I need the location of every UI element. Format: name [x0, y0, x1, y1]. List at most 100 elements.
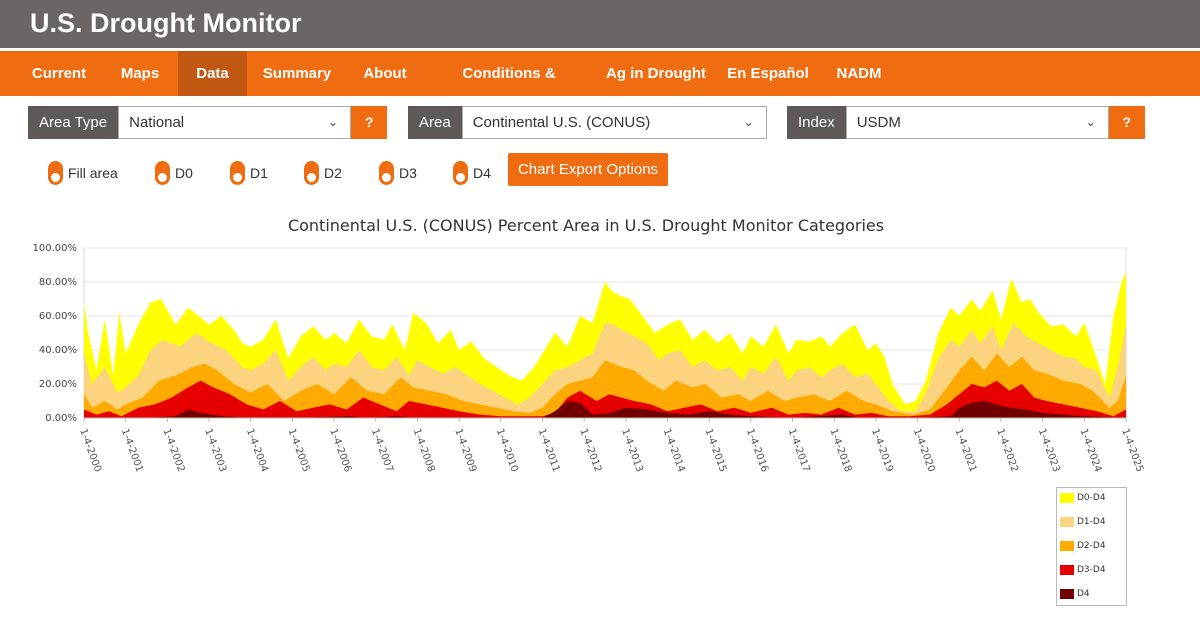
nav-conditions-outlooks[interactable]: Conditions & Outlooks: [462, 65, 556, 127]
drought-area-chart: 0.00% 20.00% 40.00% 60.00% 80.00% 100.00% 1-4-…: [33, 243, 1146, 474]
x-tick-label: 1-4-2005: [286, 427, 312, 473]
area-selector: Area Continental U.S. (CONUS) ⌄: [408, 106, 767, 139]
chevron-down-icon: ⌄: [1085, 115, 1096, 129]
legend-item-d2-d4[interactable]: D2-D4: [1060, 540, 1106, 552]
x-tick-label: 1-4-2014: [661, 427, 687, 473]
index-label: Index: [787, 106, 846, 139]
legend-label: D2-D4: [1077, 541, 1106, 551]
x-tick-label: 1-4-2003: [202, 427, 228, 473]
nav-current[interactable]: Current: [31, 65, 87, 82]
legend-label: D0-D4: [1077, 493, 1106, 503]
x-tick-label: 1-4-2017: [786, 427, 812, 473]
chevron-down-icon: ⌄: [328, 115, 339, 129]
x-tick-label: 1-4-2009: [452, 427, 478, 473]
y-tick-label: 20.00%: [39, 379, 77, 390]
toggle-switch-icon: [453, 161, 468, 185]
toggle-label: D0: [175, 165, 193, 181]
x-tick-label: 1-4-2016: [744, 427, 770, 473]
legend-swatch: [1060, 565, 1074, 575]
area-series-d3-d4: [84, 380, 1126, 418]
area-type-selector: Area Type National ⌄ ?: [28, 106, 388, 139]
x-tick-label: 1-4-2000: [77, 427, 103, 473]
chart-legend: D0-D4 D1-D4 D2-D4 D3-D4 D4: [1056, 487, 1127, 606]
app-title: U.S. Drought Monitor: [30, 8, 302, 38]
x-tick-label: 1-4-2025: [1119, 427, 1145, 473]
toggle-d0[interactable]: D0: [155, 161, 193, 185]
legend-label: D3-D4: [1077, 565, 1106, 575]
toggle-label: D1: [250, 165, 268, 181]
x-tick-label: 1-4-2011: [536, 427, 562, 473]
y-tick-label: 80.00%: [39, 277, 77, 288]
nav-summary[interactable]: Summary: [262, 65, 332, 82]
legend-label: D1-D4: [1077, 517, 1106, 527]
legend-item-d0-d4[interactable]: D0-D4: [1060, 492, 1106, 504]
x-tick-label: 1-4-2006: [327, 427, 353, 473]
x-tick-label: 1-4-2013: [619, 427, 645, 473]
toggle-d1[interactable]: D1: [230, 161, 268, 185]
x-tick-label: 1-4-2024: [1078, 427, 1104, 473]
chart-export-button[interactable]: Chart Export Options: [508, 153, 668, 186]
x-tick-label: 1-4-2023: [1036, 427, 1062, 473]
x-tick-label: 1-4-2020: [911, 427, 937, 473]
nav-maps[interactable]: Maps: [120, 65, 160, 82]
x-tick-label: 1-4-2004: [244, 427, 270, 473]
top-bar: U.S. Drought Monitor: [0, 0, 1200, 48]
chart-title: Continental U.S. (CONUS) Percent Area in…: [287, 216, 885, 235]
x-tick-label: 1-4-2018: [827, 427, 853, 473]
index-selector: Index USDM ⌄ ?: [787, 106, 1145, 139]
area-series-d4: [84, 401, 1126, 418]
nav-about[interactable]: About: [363, 65, 407, 82]
legend-item-d3-d4[interactable]: D3-D4: [1060, 564, 1106, 576]
toggle-switch-icon: [379, 161, 394, 185]
nav-nadm[interactable]: NADM: [836, 65, 882, 82]
y-tick-label: 60.00%: [39, 311, 77, 322]
index-help-button[interactable]: ?: [1108, 106, 1145, 139]
area-label: Area: [408, 106, 462, 139]
x-tick-label: 1-4-2007: [369, 427, 395, 473]
legend-swatch: [1060, 589, 1074, 599]
legend-label: D4: [1077, 589, 1090, 599]
index-dropdown[interactable]: USDM ⌄: [845, 106, 1109, 139]
x-tick-label: 1-4-2001: [119, 427, 145, 473]
nav-data[interactable]: Data: [178, 51, 247, 96]
area-type-label: Area Type: [28, 106, 119, 139]
legend-swatch: [1060, 541, 1074, 551]
toggle-label: D2: [324, 165, 342, 181]
area-dropdown[interactable]: Continental U.S. (CONUS) ⌄: [461, 106, 767, 139]
legend-swatch: [1060, 493, 1074, 503]
area-type-value: National: [129, 114, 185, 131]
index-value: USDM: [856, 114, 901, 131]
toggle-d2[interactable]: D2: [304, 161, 342, 185]
legend-item-d1-d4[interactable]: D1-D4: [1060, 516, 1106, 528]
x-tick-label: 1-4-2012: [577, 427, 603, 473]
toggle-switch-icon: [155, 161, 170, 185]
area-type-help-button[interactable]: ?: [351, 106, 388, 139]
area-series-d2-d4: [84, 353, 1126, 418]
x-tick-label: 1-4-2002: [161, 427, 187, 473]
area-type-dropdown[interactable]: National ⌄: [118, 106, 352, 139]
toggle-d3[interactable]: D3: [379, 161, 417, 185]
nav-ag-in-drought[interactable]: Ag in Drought: [606, 65, 706, 82]
y-tick-label: 100.00%: [33, 243, 78, 254]
toggle-d4[interactable]: D4: [453, 161, 491, 185]
x-tick-label: 1-4-2021: [952, 427, 978, 473]
y-tick-label: 40.00%: [39, 345, 77, 356]
toggle-switch-icon: [230, 161, 245, 185]
chevron-down-icon: ⌄: [743, 115, 754, 129]
main-nav: Current Maps Data Summary About Conditio…: [0, 51, 1200, 127]
x-tick-label: 1-4-2019: [869, 427, 895, 473]
nav-en-espanol[interactable]: En Español: [727, 65, 809, 82]
x-tick-label: 1-4-2022: [994, 427, 1020, 473]
y-tick-label: 0.00%: [45, 413, 77, 424]
toggle-label: Fill area: [68, 165, 118, 181]
x-tick-label: 1-4-2010: [494, 427, 520, 473]
area-value: Continental U.S. (CONUS): [472, 114, 651, 131]
toggle-label: D4: [473, 165, 491, 181]
legend-swatch: [1060, 517, 1074, 527]
toggle-switch-icon: [304, 161, 319, 185]
legend-item-d4[interactable]: D4: [1060, 588, 1090, 600]
toggle-switch-icon: [48, 161, 63, 185]
x-tick-label: 1-4-2008: [411, 427, 437, 473]
toggle-fill-area[interactable]: Fill area: [48, 161, 118, 185]
x-tick-label: 1-4-2015: [702, 427, 728, 473]
